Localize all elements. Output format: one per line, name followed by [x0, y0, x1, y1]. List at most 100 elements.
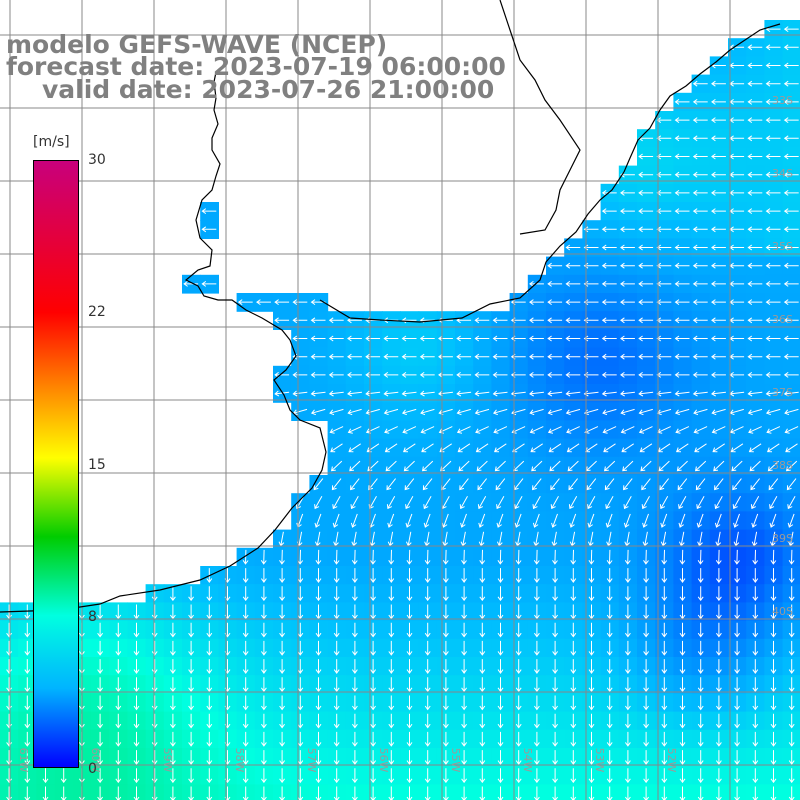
- wind-arrow: [692, 80, 708, 87]
- wind-arrow: [587, 495, 596, 510]
- wind-arrow: [515, 586, 522, 602]
- wind-arrow: [620, 317, 635, 324]
- wind-arrow: [711, 353, 726, 360]
- wind-arrow: [565, 408, 581, 416]
- wind-arrow: [570, 731, 577, 747]
- wind-arrow: [442, 640, 449, 656]
- wind-arrow: [133, 659, 140, 674]
- wind-arrow: [315, 622, 322, 638]
- wind-arrow: [133, 677, 140, 693]
- wind-arrow: [606, 640, 613, 656]
- wind-arrow: [783, 153, 799, 160]
- wind-arrow: [424, 713, 431, 729]
- wind-arrow: [333, 713, 340, 729]
- wind-arrow: [424, 586, 431, 602]
- wind-arrow: [515, 750, 522, 765]
- wind-arrow: [474, 317, 490, 324]
- wind-arrow: [260, 659, 267, 674]
- wind-arrow: [514, 495, 523, 510]
- wind-arrow: [768, 478, 779, 491]
- wind-arrow: [734, 640, 741, 656]
- wind-arrow: [658, 460, 670, 472]
- wind-arrow: [515, 622, 522, 638]
- wind-arrow: [497, 695, 504, 711]
- wind-arrow: [734, 586, 741, 602]
- wind-arrow: [552, 695, 559, 711]
- wind-arrow: [496, 495, 505, 510]
- lon-label: 59W: [161, 748, 174, 773]
- wind-arrow: [422, 478, 433, 491]
- wind-arrow: [639, 443, 653, 453]
- wind-arrow: [783, 226, 799, 233]
- wind-arrow: [97, 750, 104, 765]
- wind-arrow: [515, 695, 522, 711]
- wind-arrow: [638, 208, 654, 215]
- wind-arrow: [333, 695, 340, 711]
- wind-arrow: [515, 713, 522, 729]
- wind-arrow: [583, 371, 599, 378]
- wind-arrow: [279, 713, 286, 729]
- wind-arrow: [97, 695, 104, 711]
- wind-arrow: [365, 408, 380, 416]
- wind-arrow: [638, 244, 654, 251]
- wind-arrow: [24, 786, 31, 800]
- wind-arrow: [349, 460, 361, 472]
- wind-arrow: [97, 713, 104, 729]
- wind-arrow: [711, 208, 726, 215]
- wind-arrow: [601, 280, 617, 287]
- wind-arrow: [747, 390, 763, 397]
- wind-arrow: [133, 640, 140, 656]
- wind-arrow: [734, 713, 741, 729]
- wind-arrow: [188, 640, 195, 656]
- wind-arrow: [674, 189, 690, 196]
- wind-arrow: [606, 750, 613, 765]
- wind-arrow: [333, 586, 340, 602]
- wind-arrow: [679, 586, 686, 602]
- wind-arrow: [279, 622, 286, 638]
- wind-arrow: [6, 695, 13, 711]
- wind-arrow: [752, 713, 759, 729]
- wind-arrow: [734, 750, 741, 765]
- wind-arrow: [733, 513, 740, 528]
- wind-arrow: [256, 299, 271, 306]
- wind-arrow: [370, 731, 377, 747]
- wind-arrow: [370, 622, 377, 638]
- wind-arrow: [441, 513, 449, 528]
- wind-arrow: [692, 371, 708, 378]
- wind-arrow: [656, 244, 672, 251]
- wind-arrow: [188, 713, 195, 729]
- wind-arrow: [351, 731, 358, 747]
- wind-arrow: [620, 335, 635, 342]
- wind-arrow: [784, 426, 799, 434]
- wind-arrow: [151, 731, 158, 747]
- lon-label: 60W: [89, 748, 102, 773]
- wind-arrow: [765, 153, 781, 160]
- wind-arrow: [331, 478, 342, 491]
- wind-arrow: [97, 768, 104, 784]
- wind-arrow: [292, 335, 308, 342]
- wind-arrow: [279, 768, 286, 784]
- wind-arrow: [310, 408, 326, 416]
- wind-arrow: [747, 226, 763, 233]
- wind-arrow: [333, 750, 340, 765]
- wind-arrow: [370, 659, 377, 674]
- wind-arrow: [565, 353, 581, 360]
- wind-arrow: [347, 353, 362, 360]
- wind-arrow: [492, 335, 508, 342]
- colorbar-tick-30: 30: [88, 152, 106, 168]
- wind-arrow: [188, 677, 195, 693]
- wind-arrow: [533, 713, 540, 729]
- wind-arrow: [783, 135, 799, 142]
- wind-arrow: [151, 713, 158, 729]
- wind-arrow: [638, 426, 653, 434]
- wind-arrow: [461, 713, 468, 729]
- wind-arrow: [711, 371, 726, 378]
- wind-arrow: [401, 371, 417, 378]
- wind-arrow: [532, 513, 540, 528]
- wind-arrow: [584, 426, 599, 434]
- wind-arrow: [697, 549, 704, 565]
- wind-arrow: [661, 586, 668, 602]
- wind-arrow: [638, 353, 654, 360]
- wind-arrow: [643, 586, 650, 602]
- wind-arrow: [569, 513, 577, 528]
